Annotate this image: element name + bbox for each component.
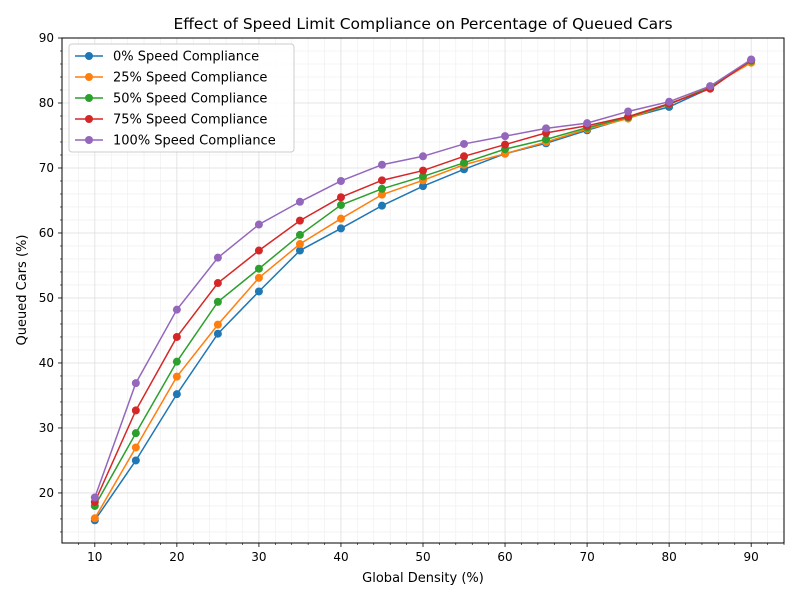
legend-entry: 100% Speed Compliance (75, 134, 276, 149)
data-point (172, 332, 181, 341)
y-tick-label: 20 (39, 486, 54, 500)
legend-label: 50% Speed Compliance (113, 92, 267, 107)
legend-label: 0% Speed Compliance (113, 50, 259, 65)
data-point (542, 135, 551, 144)
data-point (254, 220, 263, 229)
legend-label: 75% Speed Compliance (113, 113, 267, 128)
chart-title: Effect of Speed Limit Compliance on Perc… (173, 15, 672, 33)
legend-entry: 25% Speed Compliance (75, 71, 267, 86)
legend-entry: 0% Speed Compliance (75, 50, 259, 65)
data-point (419, 182, 427, 191)
axes: 10 20 30 40 50 60 70 80 90 20 30 40 50 60 70 80 90 (39, 31, 785, 564)
x-tick-label: 80 (661, 550, 676, 564)
data-point (131, 406, 140, 415)
data-point (172, 357, 181, 366)
y-tick-label: 70 (39, 161, 54, 175)
data-point (583, 119, 592, 128)
legend: 0% Speed Compliance 25% Speed Compliance 5… (68, 43, 295, 153)
data-point (131, 429, 140, 438)
data-point (295, 240, 304, 249)
data-point (254, 287, 263, 296)
data-point (377, 190, 386, 199)
data-point (172, 305, 181, 314)
data-point (131, 379, 140, 388)
data-point (460, 158, 469, 167)
data-point (336, 224, 345, 233)
data-point (336, 193, 345, 202)
y-tick-label: 40 (39, 356, 54, 370)
x-tick-label: 10 (87, 550, 102, 564)
data-point (213, 329, 222, 338)
y-tick-label: 50 (39, 291, 54, 305)
x-axis-label: Global Density (%) (362, 571, 484, 586)
y-tick-label: 60 (39, 226, 54, 240)
data-point (747, 55, 756, 64)
x-tick-label: 90 (744, 550, 759, 564)
series-4 (90, 55, 756, 502)
data-point (295, 216, 304, 225)
data-point (213, 279, 222, 288)
data-point (172, 390, 181, 399)
x-tick-label: 30 (251, 550, 266, 564)
y-tick-label: 30 (39, 421, 54, 435)
data-point (295, 230, 304, 239)
data-point (460, 139, 469, 148)
series-layer (90, 55, 756, 525)
y-tick-label: 80 (39, 96, 54, 110)
data-point (254, 246, 263, 255)
data-point (542, 124, 551, 133)
legend-marker (85, 52, 93, 60)
data-point (377, 176, 386, 185)
data-point (213, 253, 222, 262)
data-point (254, 264, 263, 273)
data-point (377, 184, 386, 193)
data-point (172, 372, 181, 381)
data-point (213, 297, 222, 306)
data-point (377, 160, 386, 169)
y-tick-label: 90 (39, 31, 54, 45)
data-point (624, 107, 633, 116)
data-point (501, 132, 510, 141)
data-point (419, 172, 427, 181)
legend-marker (85, 94, 93, 102)
data-point (336, 214, 345, 223)
x-tick-label: 20 (169, 550, 184, 564)
legend-marker (85, 115, 93, 123)
x-tick-label: 40 (333, 550, 348, 564)
legend-entry: 75% Speed Compliance (75, 113, 267, 128)
data-point (213, 320, 222, 329)
data-point (377, 201, 386, 210)
x-tick-label: 60 (497, 550, 512, 564)
data-point (254, 273, 263, 282)
legend-marker (85, 136, 93, 144)
x-tick-label: 70 (579, 550, 594, 564)
y-axis-label: Queued Cars (%) (15, 235, 30, 346)
legend-label: 100% Speed Compliance (113, 134, 276, 149)
data-point (419, 152, 427, 161)
data-point (336, 201, 345, 210)
x-tick-label: 50 (415, 550, 430, 564)
legend-entry: 50% Speed Compliance (75, 92, 267, 107)
data-point (460, 152, 469, 161)
data-point (90, 493, 99, 502)
legend-label: 25% Speed Compliance (113, 71, 267, 86)
data-point (90, 514, 99, 523)
legend-box (68, 43, 295, 153)
data-point (501, 140, 510, 149)
data-point (131, 456, 140, 465)
data-point (295, 246, 304, 255)
data-point (295, 197, 304, 206)
data-point (336, 176, 345, 185)
legend-marker (85, 73, 93, 81)
data-point (665, 97, 674, 106)
data-point (131, 443, 140, 452)
data-point (419, 166, 427, 175)
data-point (706, 82, 715, 91)
